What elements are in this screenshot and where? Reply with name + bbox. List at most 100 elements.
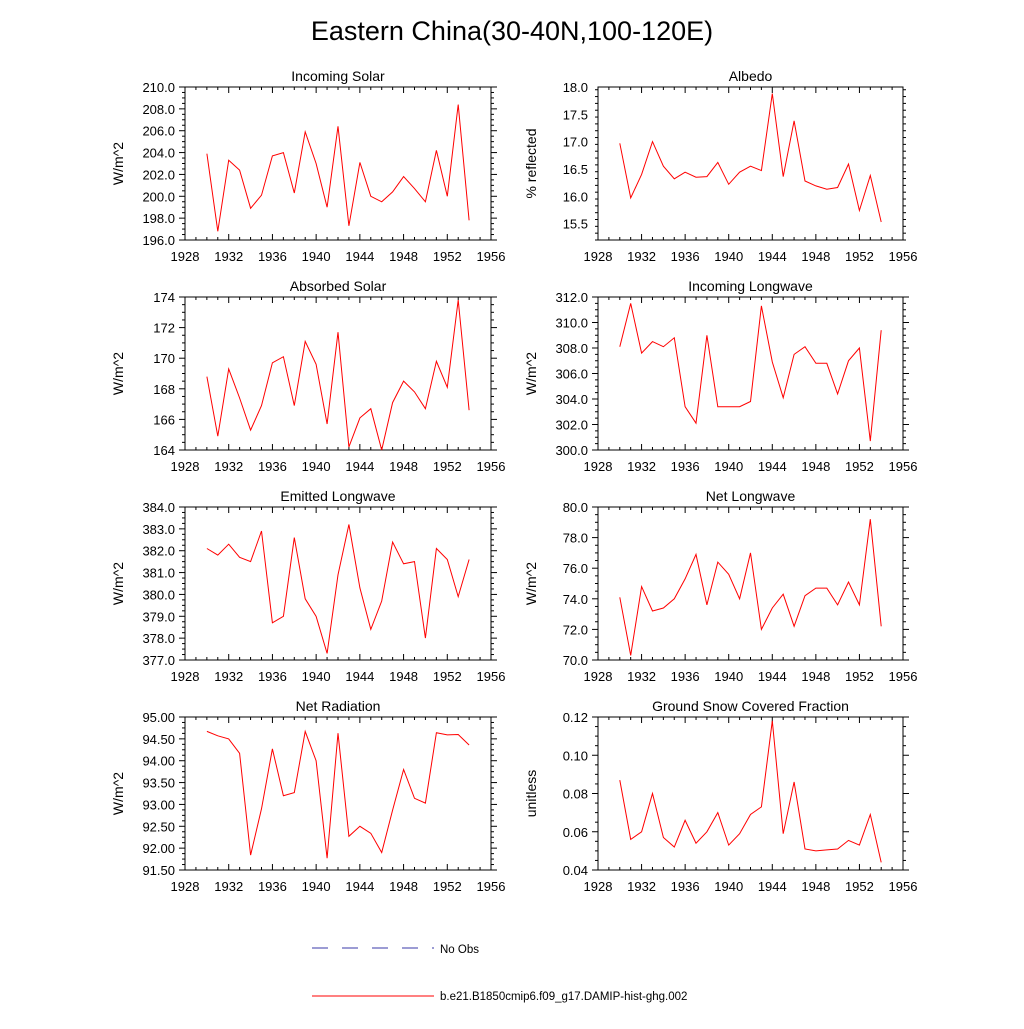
x-tick-label: 1936 bbox=[671, 669, 700, 684]
y-axis-label: W/m^2 bbox=[523, 562, 539, 605]
series-line-model bbox=[619, 93, 882, 223]
x-tick-label: 1944 bbox=[758, 459, 787, 474]
panel-8: 1928 1932 1936 1940 1944 1948 1952 1956 0.04 0.06… bbox=[523, 698, 917, 894]
panel-6: 1928 1932 1936 1940 1944 1948 1952 1956 70.0 72.0… bbox=[523, 488, 917, 684]
x-tick-label: 1956 bbox=[889, 669, 918, 684]
y-axis-label: W/m^2 bbox=[110, 772, 126, 815]
y-tick-label: 94.00 bbox=[142, 754, 175, 769]
panel-title: Incoming Solar bbox=[291, 68, 385, 84]
x-tick-label: 1940 bbox=[714, 879, 743, 894]
legend-obs-label: No Obs bbox=[440, 944, 479, 956]
plot-frame bbox=[597, 296, 904, 451]
y-axis-label: W/m^2 bbox=[110, 352, 126, 395]
legend-model-label: b.e21.B1850cmip6.f09_g17.DAMIP-hist-ghg.… bbox=[440, 991, 687, 1003]
y-tick-label: 170 bbox=[153, 351, 175, 366]
y-tick-label: 198.0 bbox=[142, 211, 175, 226]
x-tick-label: 1948 bbox=[801, 459, 830, 474]
y-tick-label: 91.50 bbox=[142, 863, 175, 878]
x-tick-label: 1928 bbox=[171, 459, 200, 474]
x-tick-label: 1932 bbox=[214, 669, 243, 684]
y-tick-label: 72.0 bbox=[563, 622, 588, 637]
y-tick-label: 93.00 bbox=[142, 797, 175, 812]
x-tick-label: 1940 bbox=[302, 249, 331, 264]
x-tick-label: 1932 bbox=[627, 249, 656, 264]
y-tick-label: 0.04 bbox=[563, 863, 588, 878]
legend: No Obs b.e21.B1850cmip6.f09_g17.DAMIP-hi… bbox=[312, 944, 687, 1003]
y-tick-label: 378.0 bbox=[142, 631, 175, 646]
x-tick-label: 1944 bbox=[345, 249, 374, 264]
x-tick-label: 1956 bbox=[477, 249, 506, 264]
x-tick-label: 1956 bbox=[477, 669, 506, 684]
panel-7: 1928 1932 1936 1940 1944 1948 1952 1956 91.50 92.… bbox=[110, 698, 505, 894]
plot-frame bbox=[597, 506, 904, 661]
x-tick-label: 1940 bbox=[714, 249, 743, 264]
panel-4: 1928 1932 1936 1940 1944 1948 1952 1956 300.0 302… bbox=[523, 278, 917, 474]
y-axis-label: W/m^2 bbox=[523, 352, 539, 395]
x-tick-label: 1944 bbox=[758, 249, 787, 264]
x-tick-label: 1936 bbox=[671, 879, 700, 894]
y-tick-label: 204.0 bbox=[142, 146, 175, 161]
x-tick-label: 1936 bbox=[258, 669, 287, 684]
x-tick-label: 1940 bbox=[302, 879, 331, 894]
x-tick-label: 1940 bbox=[714, 459, 743, 474]
x-tick-label: 1932 bbox=[627, 879, 656, 894]
series-line-model bbox=[206, 729, 470, 859]
x-tick-label: 1948 bbox=[389, 879, 418, 894]
x-tick-label: 1936 bbox=[258, 249, 287, 264]
y-axis-label: unitless bbox=[523, 770, 539, 817]
x-tick-label: 1956 bbox=[889, 879, 918, 894]
x-tick-label: 1948 bbox=[801, 249, 830, 264]
y-tick-label: 18.0 bbox=[563, 80, 588, 95]
figure-title: Eastern China(30-40N,100-120E) bbox=[311, 16, 713, 46]
panel-title: Net Radiation bbox=[296, 698, 381, 714]
x-tick-label: 1944 bbox=[758, 669, 787, 684]
x-tick-label: 1952 bbox=[845, 249, 874, 264]
x-tick-label: 1948 bbox=[389, 249, 418, 264]
y-tick-label: 93.50 bbox=[142, 776, 175, 791]
y-tick-label: 384.0 bbox=[142, 500, 175, 515]
x-tick-label: 1928 bbox=[171, 879, 200, 894]
x-tick-label: 1932 bbox=[627, 459, 656, 474]
panels: 1928 1932 1936 1940 1944 1948 1952 1956 196.0 198… bbox=[110, 68, 917, 894]
x-tick-label: 1956 bbox=[889, 249, 918, 264]
y-tick-label: 166 bbox=[153, 412, 175, 427]
x-tick-label: 1956 bbox=[477, 879, 506, 894]
y-tick-label: 92.50 bbox=[142, 819, 175, 834]
y-tick-label: 383.0 bbox=[142, 522, 175, 537]
y-tick-label: 379.0 bbox=[142, 609, 175, 624]
plot-frame bbox=[597, 716, 904, 871]
y-tick-label: 78.0 bbox=[563, 531, 588, 546]
y-tick-label: 76.0 bbox=[563, 561, 588, 576]
y-tick-label: 382.0 bbox=[142, 544, 175, 559]
x-tick-label: 1944 bbox=[758, 879, 787, 894]
panel-title: Incoming Longwave bbox=[688, 278, 813, 294]
y-tick-label: 310.0 bbox=[555, 316, 588, 331]
plot-frame bbox=[184, 86, 492, 241]
plot-frame bbox=[184, 506, 492, 661]
x-tick-label: 1948 bbox=[801, 669, 830, 684]
x-tick-label: 1952 bbox=[845, 459, 874, 474]
y-tick-label: 202.0 bbox=[142, 167, 175, 182]
panel-1: 1928 1932 1936 1940 1944 1948 1952 1956 196.0 198… bbox=[110, 68, 505, 264]
x-tick-label: 1944 bbox=[345, 879, 374, 894]
y-axis-label: W/m^2 bbox=[110, 562, 126, 605]
x-tick-label: 1948 bbox=[389, 459, 418, 474]
x-tick-label: 1952 bbox=[433, 249, 462, 264]
y-tick-label: 304.0 bbox=[555, 392, 588, 407]
y-tick-label: 16.0 bbox=[563, 189, 588, 204]
y-tick-label: 300.0 bbox=[555, 443, 588, 458]
x-tick-label: 1928 bbox=[171, 669, 200, 684]
panel-title: Emitted Longwave bbox=[280, 488, 395, 504]
series-line-model bbox=[206, 524, 470, 654]
x-tick-label: 1928 bbox=[171, 249, 200, 264]
x-tick-label: 1940 bbox=[302, 459, 331, 474]
y-tick-label: 208.0 bbox=[142, 102, 175, 117]
y-tick-label: 74.0 bbox=[563, 592, 588, 607]
x-tick-label: 1932 bbox=[214, 879, 243, 894]
x-tick-label: 1936 bbox=[258, 879, 287, 894]
series-line-model bbox=[619, 519, 882, 656]
y-tick-label: 174 bbox=[153, 290, 175, 305]
x-tick-label: 1936 bbox=[671, 249, 700, 264]
